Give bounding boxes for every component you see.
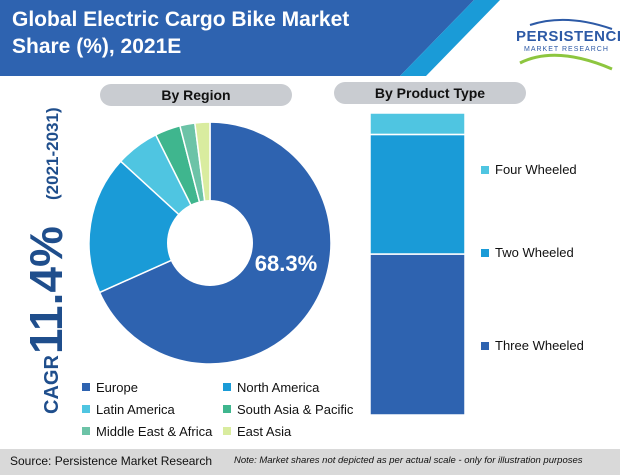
note-text: Note: Market shares not depicted as per …	[234, 455, 583, 466]
product-legend-label-three-wheeled: Three Wheeled	[495, 338, 584, 353]
cagr-value: 11.4%	[20, 226, 70, 354]
legend-swatch	[82, 383, 90, 391]
product-heading-label: By Product Type	[375, 85, 485, 101]
cagr-period: (2021-2031)	[43, 107, 62, 200]
legend-item-east-asia: East Asia	[223, 424, 291, 439]
bar-segment-two-wheeled	[369, 133, 466, 255]
logo-tagline: MARKET RESEARCH	[524, 46, 609, 53]
region-heading: By Region	[100, 84, 292, 106]
legend-label: Middle East & Africa	[96, 424, 213, 439]
cagr-prefix: CAGR	[41, 355, 63, 414]
brand-logo: PERSISTENCE MARKET RESEARCH	[516, 15, 620, 75]
title-line-2: Share (%), 2021E	[12, 35, 182, 58]
region-heading-label: By Region	[161, 87, 230, 103]
title-line-1: Global Electric Cargo Bike Market	[12, 8, 350, 31]
product-stacked-bar	[369, 112, 466, 416]
product-heading: By Product Type	[334, 82, 526, 104]
footer-bar: Source: Persistence Market Research Note…	[0, 449, 620, 475]
product-legend-swatch	[481, 166, 489, 174]
legend-item-latin-america: Latin America	[82, 402, 175, 417]
donut-hole	[167, 200, 253, 286]
donut-slice-north-america	[88, 160, 212, 294]
logo-swoosh-icon	[519, 18, 613, 71]
chart-area: By Region By Product Type 68.3% Three Wh…	[88, 82, 584, 416]
chart-title: Global Electric Cargo Bike Market Share …	[12, 6, 432, 60]
donut-data-label-europe: 68.3%	[255, 251, 317, 276]
legend-swatch	[223, 405, 231, 413]
legend-item-europe: Europe	[82, 380, 138, 395]
bar-segment-three-wheeled	[369, 253, 466, 416]
legend-swatch	[223, 427, 231, 435]
legend-swatch	[82, 405, 90, 413]
product-legend-swatch	[481, 249, 489, 257]
legend-label: East Asia	[237, 424, 292, 439]
legend-label: South Asia & Pacific	[237, 402, 354, 417]
cagr-callout: CAGR 11.4% (2021-2031)	[10, 90, 70, 418]
legend-item-north-america: North America	[223, 380, 319, 395]
legend-item-middle-east-africa: Middle East & Africa	[82, 424, 212, 439]
bar-segment-four-wheeled	[369, 112, 466, 136]
legend-item-south-asia-pacific: South Asia & Pacific	[223, 402, 353, 417]
product-legend: Three Wheeled Two Wheeled Four Wheeled	[481, 162, 584, 353]
legend-label: North America	[237, 380, 320, 395]
product-legend-label-four-wheeled: Four Wheeled	[495, 162, 577, 177]
legend-label: Europe	[96, 380, 138, 395]
header-banner: Global Electric Cargo Bike Market Share …	[0, 0, 620, 83]
header-background	[0, 0, 500, 76]
legend-swatch	[223, 383, 231, 391]
product-legend-label-two-wheeled: Two Wheeled	[495, 245, 574, 260]
logo-wordmark: PERSISTENCE	[516, 28, 620, 45]
legend-swatch	[82, 427, 90, 435]
product-legend-swatch	[481, 342, 489, 350]
legend-label: Latin America	[96, 402, 175, 417]
source-text: Source: Persistence Market Research	[10, 454, 213, 468]
